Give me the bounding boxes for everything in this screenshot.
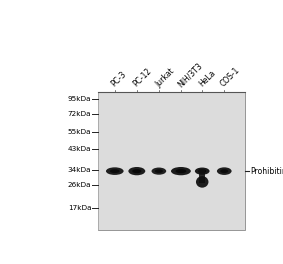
Bar <box>98 92 245 230</box>
Text: Prohibitin: Prohibitin <box>250 167 283 176</box>
Text: COS-1: COS-1 <box>219 66 242 89</box>
Ellipse shape <box>195 168 210 175</box>
Ellipse shape <box>106 167 124 175</box>
Ellipse shape <box>171 167 191 175</box>
Text: 34kDa: 34kDa <box>68 167 91 173</box>
Text: HeLa: HeLa <box>197 69 217 89</box>
Text: 43kDa: 43kDa <box>68 146 91 152</box>
Ellipse shape <box>217 167 231 175</box>
Text: 55kDa: 55kDa <box>68 129 91 135</box>
Ellipse shape <box>110 169 120 173</box>
Text: NIH/3T3: NIH/3T3 <box>176 60 204 89</box>
Text: 26kDa: 26kDa <box>68 182 91 188</box>
Ellipse shape <box>175 169 186 173</box>
Text: 17kDa: 17kDa <box>68 205 91 211</box>
Ellipse shape <box>198 169 206 173</box>
Bar <box>199 169 205 183</box>
Ellipse shape <box>220 169 228 173</box>
Text: 95kDa: 95kDa <box>68 96 91 102</box>
Text: PC-3: PC-3 <box>110 70 128 89</box>
Ellipse shape <box>128 167 145 175</box>
Ellipse shape <box>196 176 209 188</box>
Bar <box>98 92 245 230</box>
Text: 72kDa: 72kDa <box>68 111 91 117</box>
Ellipse shape <box>132 169 142 173</box>
Ellipse shape <box>155 169 163 173</box>
Ellipse shape <box>151 168 166 175</box>
Text: Jurkat: Jurkat <box>154 66 176 89</box>
Text: PC-12: PC-12 <box>132 67 154 89</box>
